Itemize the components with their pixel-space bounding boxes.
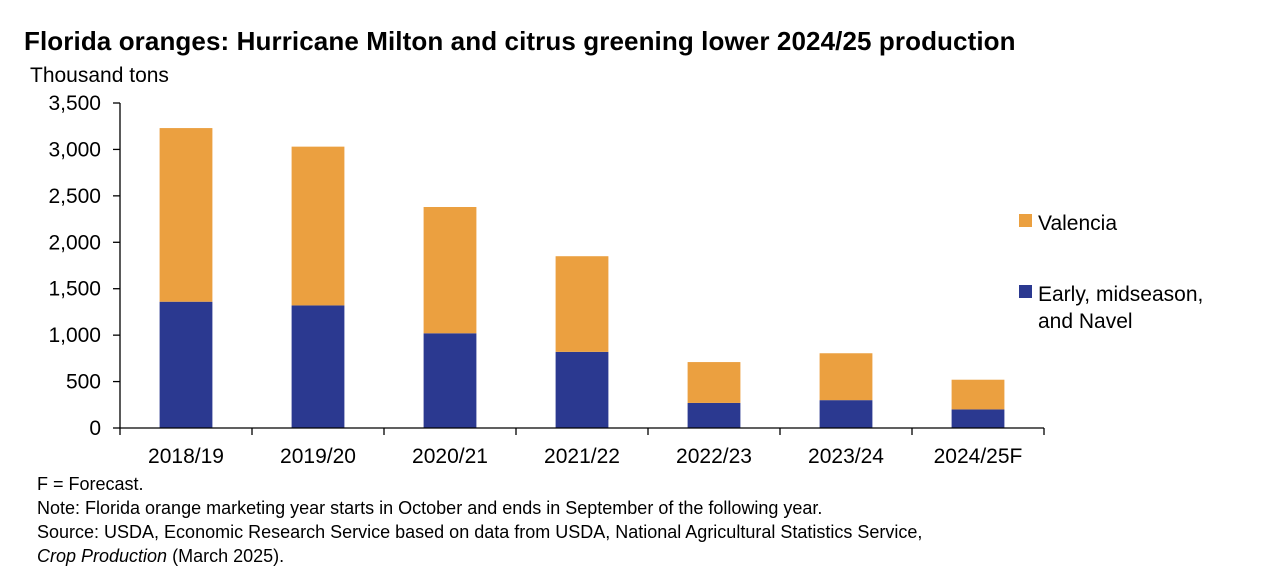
- bar-valencia: [687, 362, 741, 403]
- legend-swatch: [1019, 214, 1032, 227]
- bars: [159, 128, 1005, 428]
- bar-valencia: [291, 146, 345, 306]
- y-axis-label: Thousand tons: [30, 64, 169, 87]
- chart-canvas: Thousand tons 0 500 1,000 1,500 2,000 2,500 3,…: [30, 64, 1203, 468]
- y-tick-label: 2,000: [48, 231, 101, 254]
- bar-early-midseason-navel: [159, 301, 213, 428]
- legend-label: Early, midseason,: [1038, 283, 1203, 306]
- bar-early-midseason-navel: [819, 400, 873, 428]
- legend-label: and Navel: [1038, 310, 1133, 333]
- bar-valencia: [951, 379, 1005, 410]
- bar-valencia: [819, 353, 873, 401]
- legend-swatch: [1019, 285, 1032, 298]
- x-tick-label: 2018/19: [148, 445, 224, 468]
- y-tick-label: 0: [89, 417, 101, 440]
- y-tick-label: 1,500: [48, 278, 101, 301]
- bar-early-midseason-navel: [291, 305, 345, 428]
- source-publication: Crop Production: [37, 546, 168, 566]
- x-tick-label: 2019/20: [280, 445, 356, 468]
- source-date: (March 2025).: [167, 546, 285, 566]
- x-axis: 2018/19 2019/20 2020/21 2021/22 2022/23 2023/…: [119, 427, 1045, 468]
- footnotes: F = Forecast. Note: Florida orange marke…: [37, 472, 922, 568]
- y-tick-label: 3,000: [48, 138, 101, 161]
- bar-early-midseason-navel: [687, 402, 741, 428]
- bar-valencia: [555, 256, 609, 352]
- legend: Valencia Early, midseason, and Navel: [1019, 212, 1203, 333]
- bar-valencia: [423, 207, 477, 334]
- y-axis: 0 500 1,000 1,500 2,000 2,500 3,000 3,500: [48, 92, 121, 440]
- y-tick-label: 3,500: [48, 92, 101, 115]
- bar-early-midseason-navel: [951, 409, 1005, 428]
- x-tick-label: 2021/22: [544, 445, 620, 468]
- chart-title: Florida oranges: Hurricane Milton and ci…: [24, 26, 1016, 56]
- y-tick-label: 500: [66, 371, 101, 394]
- bar-early-midseason-navel: [423, 333, 477, 428]
- legend-label: Valencia: [1038, 212, 1117, 235]
- forecast-note: F = Forecast.: [37, 474, 144, 494]
- marketing-year-note: Note: Florida orange marketing year star…: [37, 498, 823, 518]
- bar-early-midseason-navel: [555, 351, 609, 428]
- bar-valencia: [159, 128, 213, 302]
- x-tick-label: 2023/24: [808, 445, 884, 468]
- y-tick-label: 2,500: [48, 185, 101, 208]
- x-tick-label: 2020/21: [412, 445, 488, 468]
- y-tick-label: 1,000: [48, 324, 101, 347]
- source-note: Source: USDA, Economic Research Service …: [37, 522, 923, 542]
- x-tick-label: 2022/23: [676, 445, 752, 468]
- source-note-line2: Crop Production (March 2025).: [37, 544, 922, 568]
- x-tick-label: 2024/25F: [934, 445, 1023, 468]
